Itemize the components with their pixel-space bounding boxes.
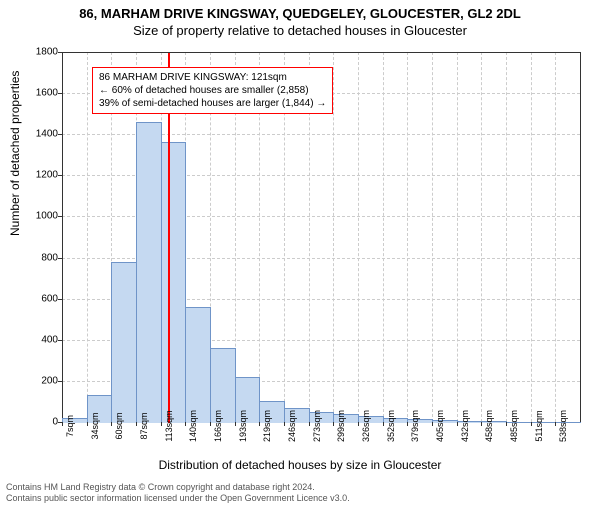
- x-tick-label: 34sqm: [90, 412, 100, 439]
- x-tick-label: 432sqm: [460, 410, 470, 442]
- x-tick-label: 219sqm: [262, 410, 272, 442]
- x-tick-label: 511sqm: [534, 410, 544, 441]
- histogram-bar: [111, 262, 137, 423]
- annotation-box: 86 MARHAM DRIVE KINGSWAY: 121sqm ← 60% o…: [92, 67, 333, 114]
- annotation-line1: 86 MARHAM DRIVE KINGSWAY: 121sqm: [99, 71, 326, 84]
- x-axis-label: Distribution of detached houses by size …: [0, 458, 600, 472]
- footer-attribution: Contains HM Land Registry data © Crown c…: [6, 482, 350, 504]
- title-line1: 86, MARHAM DRIVE KINGSWAY, QUEDGELEY, GL…: [0, 6, 600, 21]
- x-tick-label: 326sqm: [361, 410, 371, 442]
- annotation-line3: 39% of semi-detached houses are larger (…: [99, 97, 326, 110]
- histogram-bar: [161, 142, 187, 423]
- x-tick-label: 538sqm: [558, 410, 568, 442]
- histogram-bar: [136, 122, 162, 423]
- x-tick-label: 405sqm: [435, 410, 445, 442]
- y-tick-label: 1000: [36, 211, 58, 222]
- y-tick-label: 1800: [36, 47, 58, 58]
- x-tick-label: 113sqm: [164, 410, 174, 441]
- y-tick-label: 1600: [36, 88, 58, 99]
- x-tick-label: 193sqm: [238, 410, 248, 442]
- x-tick-label: 379sqm: [410, 410, 420, 442]
- y-tick-label: 1200: [36, 170, 58, 181]
- annotation-line2: ← 60% of detached houses are smaller (2,…: [99, 84, 326, 97]
- x-tick-label: 7sqm: [65, 415, 75, 437]
- x-tick-label: 273sqm: [312, 410, 322, 442]
- x-tick-label: 140sqm: [188, 410, 198, 442]
- x-tick-label: 87sqm: [139, 412, 149, 439]
- x-tick-label: 246sqm: [287, 410, 297, 442]
- footer-line1: Contains HM Land Registry data © Crown c…: [6, 482, 350, 493]
- chart-plot-area: 86 MARHAM DRIVE KINGSWAY: 121sqm ← 60% o…: [62, 52, 581, 423]
- histogram-bar: [185, 307, 211, 423]
- x-tick-label: 166sqm: [213, 410, 223, 442]
- x-tick-label: 485sqm: [509, 410, 519, 442]
- footer-line2: Contains public sector information licen…: [6, 493, 350, 504]
- y-tick-label: 600: [41, 293, 58, 304]
- y-tick-label: 400: [41, 334, 58, 345]
- x-tick-label: 60sqm: [114, 412, 124, 439]
- y-tick-label: 800: [41, 252, 58, 263]
- y-axis-label: Number of detached properties: [8, 71, 22, 236]
- title-line2: Size of property relative to detached ho…: [0, 23, 600, 38]
- x-tick-label: 458sqm: [484, 410, 494, 442]
- x-tick-label: 299sqm: [336, 410, 346, 442]
- x-tick-label: 352sqm: [386, 410, 396, 442]
- y-tick-label: 200: [41, 375, 58, 386]
- y-tick-label: 1400: [36, 129, 58, 140]
